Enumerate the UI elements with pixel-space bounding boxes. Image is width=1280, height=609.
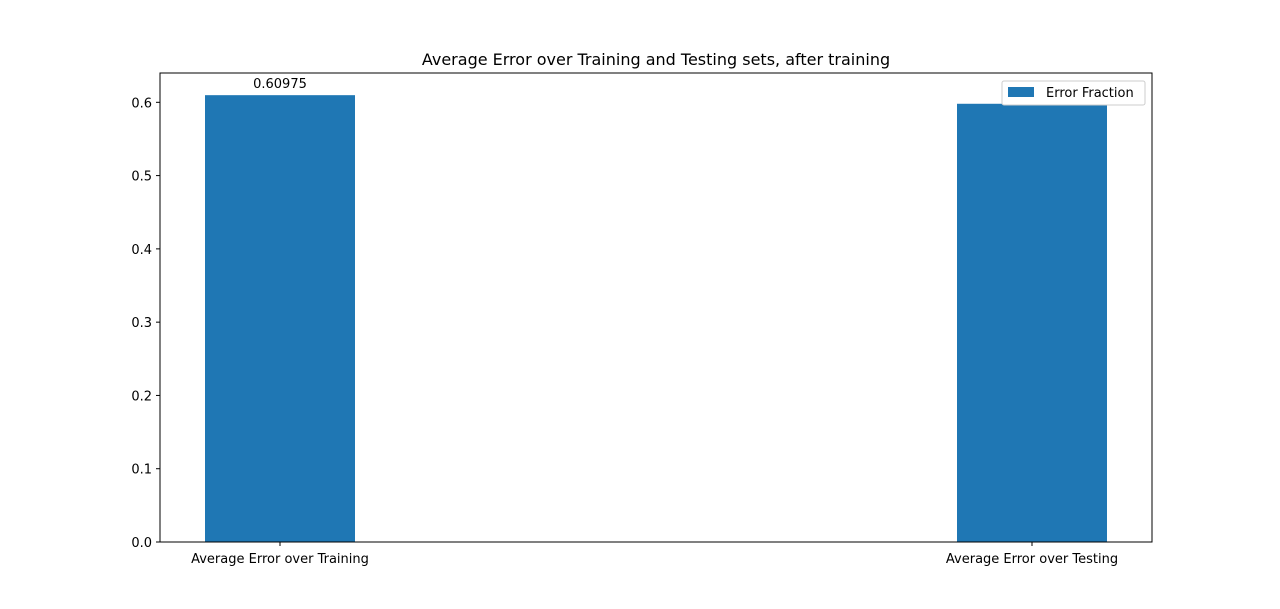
x-tick-label: Average Error over Training xyxy=(191,552,369,567)
y-tick-label: 0.3 xyxy=(131,316,152,331)
y-tick-label: 0.5 xyxy=(131,170,152,185)
x-tick-label: Average Error over Testing xyxy=(946,552,1118,567)
y-tick-label: 0.6 xyxy=(131,96,152,111)
y-tick-label: 0.1 xyxy=(131,463,152,478)
bar-testing xyxy=(957,103,1107,542)
legend: Error Fraction xyxy=(1001,80,1146,106)
plot-frame xyxy=(159,72,1153,543)
y-tick-label: 0.0 xyxy=(131,536,152,551)
y-tick-label: 0.4 xyxy=(131,243,152,258)
legend-swatch-error-fraction xyxy=(1008,87,1034,97)
legend-box xyxy=(1001,80,1146,106)
data-label-training: 0.60975 xyxy=(253,77,307,92)
chart-title: Average Error over Training and Testing … xyxy=(422,50,890,69)
bar-training xyxy=(205,95,355,543)
y-tick-label: 0.2 xyxy=(131,389,152,404)
legend-label-error-fraction: Error Fraction xyxy=(1046,86,1134,101)
